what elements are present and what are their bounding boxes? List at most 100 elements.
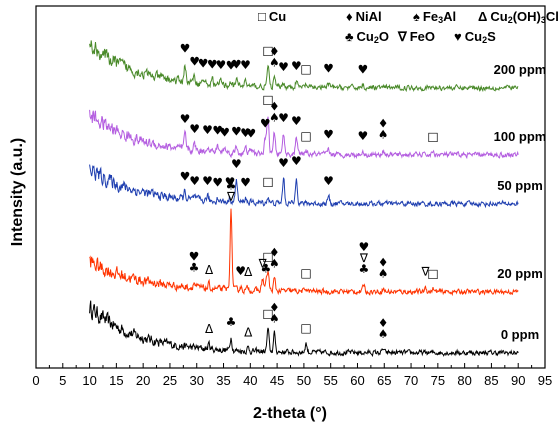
peak-marker: ♥ <box>180 42 191 56</box>
peak-marker: ♥ <box>215 58 226 72</box>
peak-marker: ♥ <box>180 170 191 184</box>
legend-symbol: ♠ <box>413 9 420 24</box>
x-axis-title: 2-theta (°) <box>253 405 327 422</box>
peak-marker: ♥ <box>212 124 223 138</box>
sample-label: 0 ppm <box>501 327 539 342</box>
x-tick-label: 75 <box>431 373 445 388</box>
peak-marker: ♥ <box>226 58 237 72</box>
x-tick-label: 60 <box>350 373 364 388</box>
peak-marker: ♠ <box>378 128 389 142</box>
legend-label: Cl <box>546 9 558 24</box>
x-tick-label: 45 <box>270 373 284 388</box>
legend-symbol: Δ <box>478 9 487 24</box>
x-tick-label: 90 <box>511 373 525 388</box>
peak-marker: ♦ <box>378 117 389 131</box>
legend-entry: □ Cu <box>258 9 286 24</box>
peak-marker: □ <box>300 266 311 280</box>
peak-marker: ♥ <box>291 154 302 168</box>
sample-label: 100 ppm <box>494 129 547 144</box>
peak-marker: □ <box>300 321 311 335</box>
peak-marker: □ <box>427 267 438 281</box>
x-tick-label: 50 <box>297 373 311 388</box>
legend-entry: Δ Cu2(OH)3Cl <box>478 9 558 25</box>
x-tick-label: 0 <box>32 373 39 388</box>
peak-marker: ♥ <box>291 114 302 128</box>
peak-marker: ♥ <box>189 174 200 188</box>
peak-marker: ♥ <box>207 57 218 71</box>
legend-label: (OH) <box>513 9 541 24</box>
x-tick-label: 95 <box>538 373 552 388</box>
peak-marker: ♠ <box>269 111 280 125</box>
peak-marker: ♦ <box>269 301 280 315</box>
peak-marker: □ <box>262 93 273 107</box>
peak-marker: ♣ <box>359 262 370 276</box>
x-tick-label: 40 <box>243 373 257 388</box>
legend-symbol: ♥ <box>454 29 462 44</box>
peak-marker: ♥ <box>198 57 209 71</box>
peak-marker: ♥ <box>291 59 302 73</box>
peak-marker: ♠ <box>378 327 389 341</box>
x-tick-label: 65 <box>377 373 391 388</box>
legend-entry: ♣ Cu2O <box>345 29 389 45</box>
peak-marker: Δ <box>244 325 253 339</box>
peak-marker: □ <box>427 130 438 144</box>
peak-marker: ♠ <box>269 56 280 70</box>
peak-marker: ♥ <box>359 240 370 254</box>
peak-marker: ♥ <box>357 129 368 143</box>
peak-marker: ♥ <box>323 62 334 76</box>
legend-label: 2 <box>482 35 487 45</box>
peak-marker: Δ <box>244 265 253 279</box>
sample-label: 50 ppm <box>497 178 543 193</box>
peak-marker: ♦ <box>269 100 280 114</box>
x-tick-label: 70 <box>404 373 418 388</box>
series-layer <box>89 40 519 358</box>
peak-marker: ♥ <box>357 62 368 76</box>
peak-marker: ♣ <box>226 178 237 192</box>
peak-marker: Δ <box>205 322 214 336</box>
peak-marker: ♥ <box>323 174 334 188</box>
peak-marker: ∇ <box>258 256 268 270</box>
legend-entry: ♠ Fe3Al <box>413 9 456 25</box>
peak-marker: □ <box>300 129 311 143</box>
legend-symbol: ♣ <box>345 29 354 44</box>
peak-marker: ♥ <box>231 125 242 139</box>
peak-marker: ♥ <box>278 156 289 170</box>
x-tick-label: 25 <box>163 373 177 388</box>
peak-marker: ♥ <box>202 174 213 188</box>
peak-marker: □ <box>262 44 273 58</box>
series-line <box>89 164 519 209</box>
x-tick-label: 10 <box>82 373 96 388</box>
legend-label: 3 <box>438 15 443 25</box>
legend-label: S <box>487 29 496 44</box>
legend-label: Cu <box>465 29 482 44</box>
legend-label: 3 <box>541 15 546 25</box>
legend-symbol: ∇ <box>397 29 408 44</box>
phase-markers: Δ ♣Δ□♦♠□ ♦♠♥♣ Δ♣∇♥Δ∇♣□♦♠□♥∇♣ ♦♠ ∇□♥♥ ♥ ♥ ♥♥♥ □♥ ♥♥… <box>180 42 439 341</box>
legend-entry: ♦ NiAl <box>346 9 382 24</box>
peak-marker: ♥ <box>240 175 251 189</box>
peak-marker: ∇ <box>226 189 236 203</box>
series-line <box>89 208 519 297</box>
legend-label: Fe <box>423 9 438 24</box>
peak-marker: ♥ <box>189 122 200 136</box>
legend: □ Cu ♦ NiAl ♠ Fe3Al Δ Cu2(OH)3Cl♣ Cu2O ∇ FeO ♥ Cu2S <box>258 9 558 45</box>
legend-label: 2 <box>374 35 379 45</box>
x-tick-label: 20 <box>136 373 150 388</box>
x-tick-label: 55 <box>323 373 337 388</box>
peak-marker: ♥ <box>240 126 251 140</box>
x-tick-label: 15 <box>109 373 123 388</box>
peak-marker: ♥ <box>278 111 289 125</box>
peak-marker: ∇ <box>421 265 431 279</box>
legend-label: Cu <box>357 29 374 44</box>
peak-marker: ♦ <box>378 316 389 330</box>
series-line <box>89 300 519 358</box>
peak-marker: ♣ <box>260 261 271 275</box>
legend-entry: ♥ Cu2S <box>454 29 496 45</box>
peak-marker: ♥ <box>180 112 191 126</box>
peak-marker: ♠ <box>269 257 280 271</box>
legend-label: NiAl <box>356 9 382 24</box>
peak-marker: ♥ <box>189 250 200 264</box>
peak-marker: ♥ <box>212 176 223 190</box>
series-line <box>89 40 519 93</box>
series-line <box>89 109 519 160</box>
